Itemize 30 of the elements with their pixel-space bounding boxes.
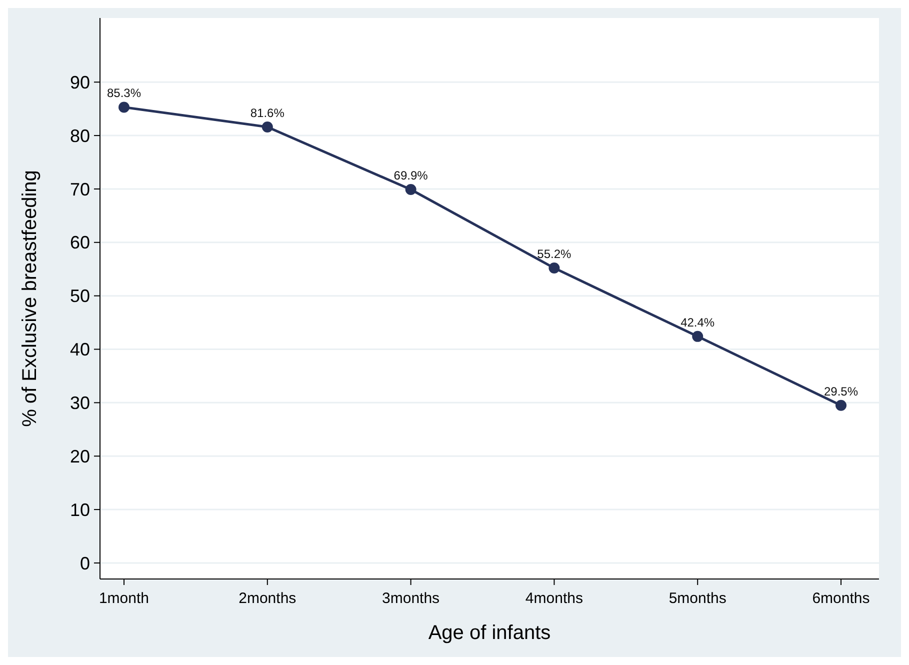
y-tick-label: 80 bbox=[70, 126, 90, 146]
point bbox=[548, 262, 560, 274]
y-tick-label: 20 bbox=[70, 446, 90, 466]
data-label: 55.2% bbox=[537, 247, 572, 262]
point bbox=[262, 121, 273, 132]
point bbox=[692, 330, 704, 342]
y-tick-label: 50 bbox=[70, 286, 90, 306]
data-label: 29.5% bbox=[824, 384, 858, 398]
y-tick-label: 70 bbox=[70, 179, 90, 200]
data-label: 85.3% bbox=[106, 86, 142, 100]
y-tick-label: 60 bbox=[70, 232, 90, 253]
x-tick-label: 6months bbox=[812, 590, 870, 607]
y-tick-label: 0 bbox=[80, 553, 90, 574]
x-tick-label: 2months bbox=[238, 590, 296, 607]
y-tick-label: 90 bbox=[70, 72, 90, 92]
point bbox=[836, 400, 846, 411]
point bbox=[118, 102, 130, 113]
y-tick-label: 30 bbox=[70, 392, 90, 413]
x-axis-title: Age of infants bbox=[428, 622, 551, 644]
x-tick-label: 4months bbox=[525, 590, 583, 607]
y-tick-label: 10 bbox=[70, 500, 90, 520]
data-label: 42.4% bbox=[680, 315, 715, 330]
y-axis-title: % of Exclusive breastfeeding bbox=[19, 170, 41, 427]
x-tick-label: 1month bbox=[98, 590, 150, 607]
data-label: 81.6% bbox=[250, 106, 285, 120]
point bbox=[405, 184, 416, 196]
data-label: 69.9% bbox=[394, 168, 428, 183]
x-tick-label: 5months bbox=[668, 590, 726, 607]
x-tick-label: 3months bbox=[382, 590, 440, 607]
y-tick-label: 40 bbox=[70, 340, 90, 360]
